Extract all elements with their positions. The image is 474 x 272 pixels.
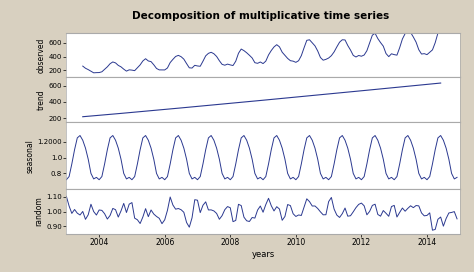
Y-axis label: random: random [35, 197, 44, 226]
Text: Decomposition of multiplicative time series: Decomposition of multiplicative time ser… [132, 11, 389, 21]
Y-axis label: observed: observed [37, 37, 46, 73]
Y-axis label: seasonal: seasonal [26, 139, 35, 172]
X-axis label: years: years [251, 250, 275, 259]
Y-axis label: trend: trend [37, 89, 46, 110]
